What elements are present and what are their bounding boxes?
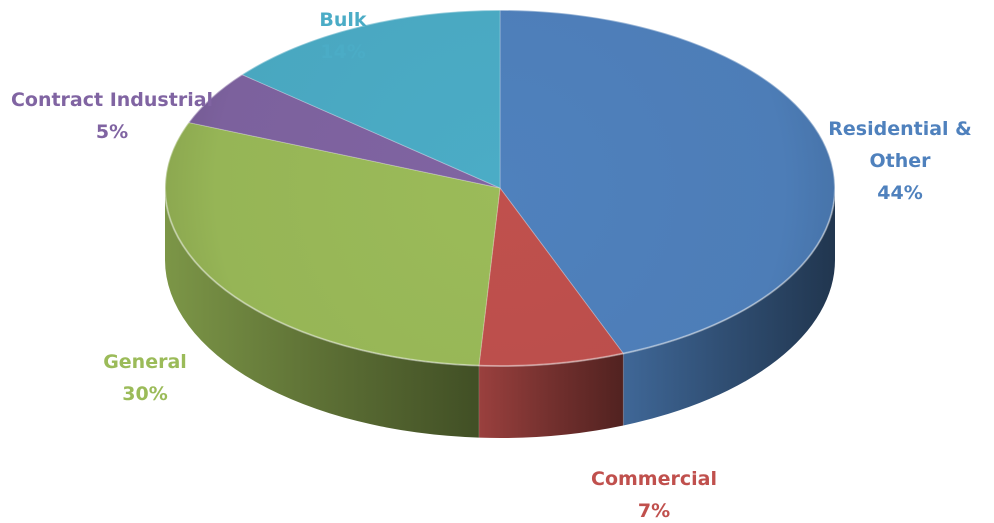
slice-side-commercial [478,353,624,438]
data-label-name-bulk: Bulk [319,9,367,31]
slice-side-residential-other [623,188,835,426]
pie-labels: Residential & Other 44% Commercial 7% General… [11,9,972,522]
pie-sides [165,188,835,438]
pie-rim [164,9,836,367]
slice-residential-other [499,9,836,355]
data-label-percent-residential-other: 44% [877,182,922,204]
data-label-name-residential-other: Residential & [828,118,971,140]
pie-top-faces [164,9,836,367]
data-label-name-residential-other: Other [869,150,931,172]
data-label-percent-bulk: 14% [320,41,365,63]
slice-general [164,121,501,367]
data-label-name-contract-industrial: Contract Industrial [11,89,213,111]
data-label-name-commercial: Commercial [591,468,717,490]
data-label-percent-contract-industrial: 5% [96,121,128,143]
data-label-name-general: General [103,351,187,373]
slice-bulk [240,9,501,189]
slice-commercial [478,186,625,367]
data-label-percent-commercial: 7% [638,500,670,522]
data-label-percent-general: 30% [122,383,167,405]
slice-side-general [165,188,479,438]
slice-contract-industrial [187,73,501,189]
